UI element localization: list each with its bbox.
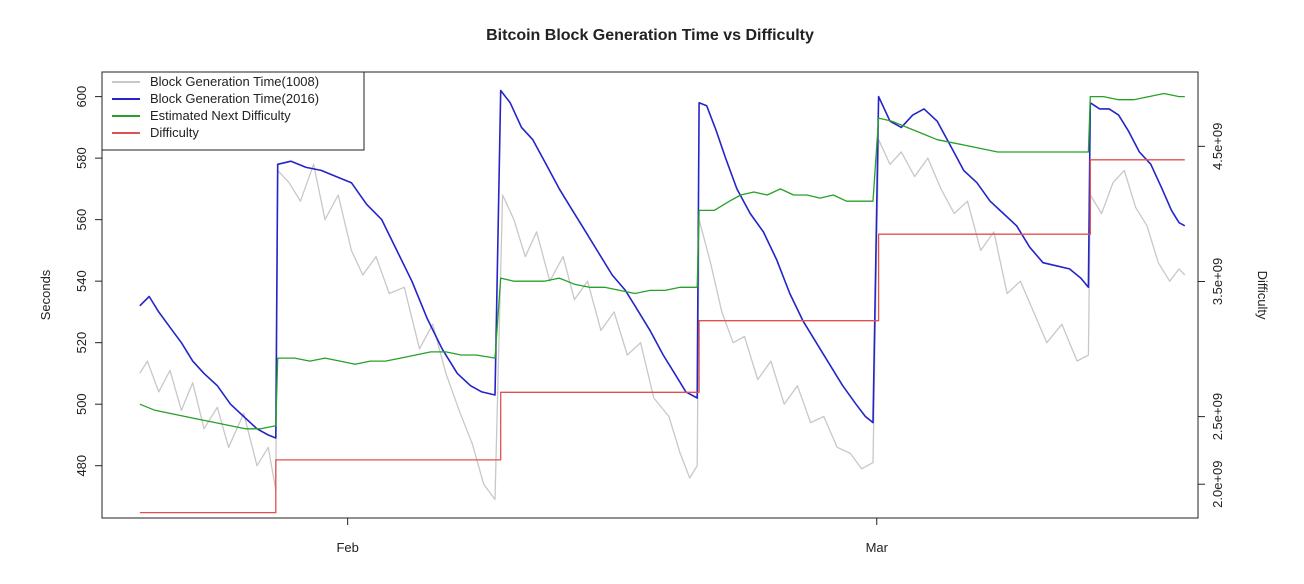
series-line-block-generation-time-1008 — [139, 139, 1186, 501]
y-tick-label: 480 — [74, 455, 89, 477]
x-tick-label: Mar — [866, 540, 889, 555]
series-line-difficulty — [139, 159, 1185, 514]
y-axis-label: Seconds — [38, 269, 53, 320]
y-tick-label: 500 — [74, 393, 89, 415]
y-axis-right: 2.0e+09 2.5e+09 3.5e+09 4.5e+09 — [1198, 123, 1225, 508]
chart-title: Bitcoin Block Generation Time vs Difficu… — [486, 27, 814, 44]
y2-tick-label: 4.5e+09 — [1210, 123, 1225, 170]
legend-label: Block Generation Time(1008) — [150, 74, 319, 89]
y-tick-label: 560 — [74, 209, 89, 231]
legend-label: Estimated Next Difficulty — [150, 108, 291, 123]
series-group — [139, 89, 1186, 514]
legend-label: Block Generation Time(2016) — [150, 91, 319, 106]
series-line-estimated-next-difficulty — [139, 92, 1185, 430]
y-axis-left: 480 500 520 540 560 580 600 — [74, 86, 102, 477]
y-tick-label: 580 — [74, 147, 89, 169]
legend: Block Generation Time(1008) Block Generat… — [101, 71, 365, 151]
y2-tick-label: 2.5e+09 — [1210, 393, 1225, 440]
x-tick-label: Feb — [336, 540, 358, 555]
y-tick-label: 600 — [74, 86, 89, 108]
plot-frame — [101, 71, 1199, 519]
x-axis: Feb Mar — [336, 518, 889, 555]
series-line-block-generation-time-2016 — [139, 89, 1186, 439]
y-tick-label: 540 — [74, 270, 89, 292]
y2-tick-label: 3.5e+09 — [1210, 258, 1225, 305]
legend-label: Difficulty — [150, 125, 199, 140]
y-tick-label: 520 — [74, 332, 89, 354]
y2-tick-label: 2.0e+09 — [1210, 461, 1225, 508]
y2-axis-label: Difficulty — [1255, 271, 1270, 320]
